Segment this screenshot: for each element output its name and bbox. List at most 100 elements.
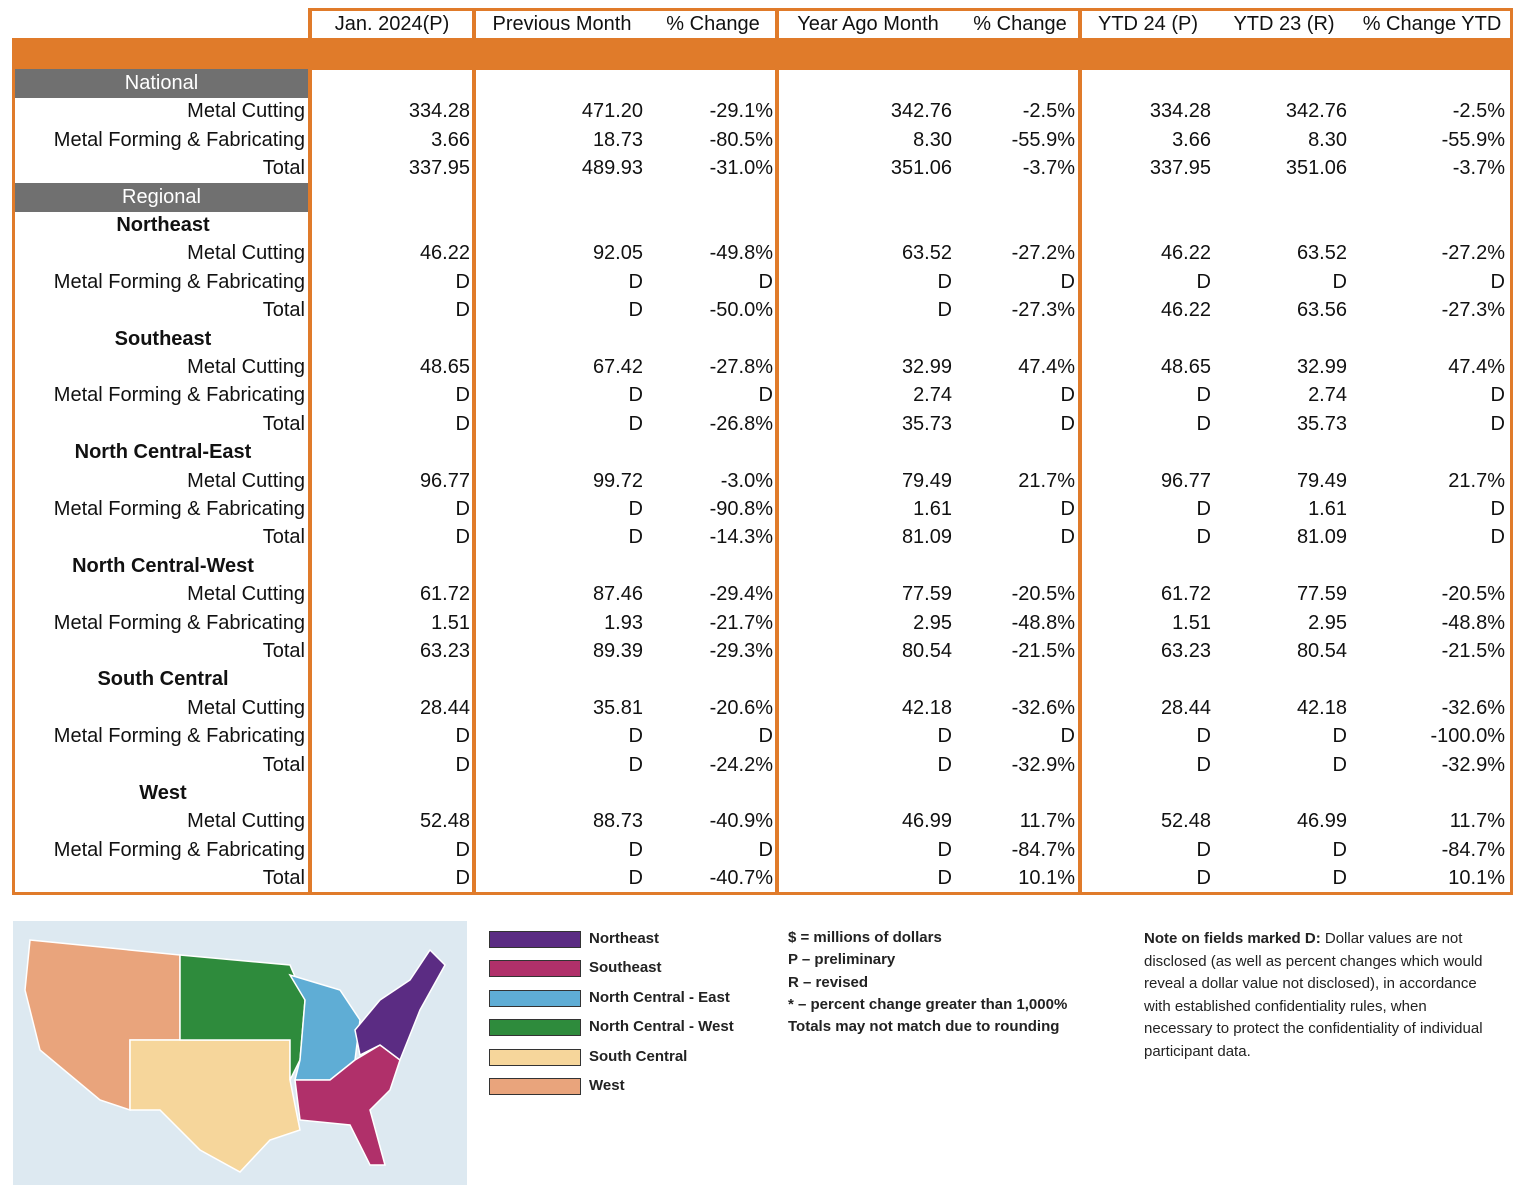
- cell: -84.7%: [1441, 838, 1505, 861]
- row-label: Metal Cutting: [187, 469, 305, 492]
- cell: D: [937, 725, 952, 748]
- cell: D: [1490, 526, 1505, 549]
- cell: -21.5%: [1011, 640, 1075, 662]
- cell: 80.54: [901, 640, 952, 662]
- cell: D: [1196, 270, 1211, 293]
- cell: D: [1490, 498, 1505, 520]
- cell: 87.46: [592, 583, 643, 606]
- cell: -20.5%: [1011, 583, 1075, 606]
- row-label: Metal Cutting: [187, 242, 305, 265]
- cell: D: [1490, 384, 1505, 407]
- cell: 11.7%: [1449, 810, 1505, 833]
- cell: D: [628, 725, 643, 748]
- row-label: Total: [262, 157, 305, 180]
- cell: 337.95: [408, 157, 470, 180]
- cell: 52.48: [419, 810, 470, 833]
- cell: 489.93: [581, 157, 643, 180]
- cell: -3.7%: [1452, 157, 1505, 180]
- cell: D: [628, 270, 643, 293]
- cell: 79.49: [901, 469, 952, 492]
- cell: D: [1196, 725, 1211, 748]
- row-label: Metal Forming & Fabricating: [53, 128, 305, 151]
- orange-band: [12, 38, 1512, 70]
- cell: 61.72: [1160, 583, 1211, 606]
- cell: D: [937, 299, 952, 322]
- cell: -40.9%: [709, 810, 773, 833]
- cell: -27.8%: [709, 356, 773, 378]
- cell: 47.4%: [1448, 356, 1505, 378]
- border: [775, 8, 779, 895]
- cell: D: [1060, 384, 1075, 407]
- cell: -55.9%: [1011, 128, 1075, 151]
- cell: 3.66: [1172, 128, 1211, 151]
- legend-swatch: [489, 931, 581, 948]
- cell: 47.4%: [1018, 356, 1075, 378]
- cell: -14.3%: [709, 526, 773, 549]
- column-header: YTD 23 (R): [1233, 13, 1335, 35]
- row-label: Metal Cutting: [187, 583, 305, 606]
- border: [308, 8, 1513, 11]
- cell: 1.51: [1172, 611, 1211, 634]
- row-label: Metal Forming & Fabricating: [53, 498, 305, 520]
- cell: 1.51: [431, 611, 470, 634]
- row-label: Metal Cutting: [187, 100, 305, 123]
- column-header: YTD 24 (P): [1097, 13, 1199, 35]
- cell: D: [1060, 526, 1075, 549]
- cell: D: [1196, 412, 1211, 435]
- cell: 61.72: [419, 583, 470, 606]
- cell: D: [1060, 270, 1075, 293]
- cell: 81.09: [1296, 526, 1347, 549]
- row-label: Metal Forming & Fabricating: [53, 838, 305, 861]
- cell: 28.44: [1160, 696, 1211, 719]
- cell: 351.06: [890, 157, 952, 180]
- cell: 88.73: [592, 810, 643, 833]
- cell: -84.7%: [1011, 838, 1075, 861]
- cell: 92.05: [592, 242, 643, 265]
- legend-label: West: [589, 1077, 625, 1094]
- section-header: Regional: [15, 182, 308, 212]
- cell: -32.9%: [1441, 753, 1505, 776]
- cell: 63.23: [419, 640, 470, 662]
- row-label: Metal Forming & Fabricating: [53, 725, 305, 748]
- cell: D: [937, 867, 952, 890]
- note: R – revised: [788, 973, 869, 991]
- cell: -26.8%: [709, 412, 773, 435]
- note: Totals may not match due to rounding: [788, 1018, 1060, 1036]
- cell: D: [937, 753, 952, 776]
- cell: 63.52: [1296, 242, 1347, 265]
- region-name: North Central-East: [74, 441, 252, 464]
- legend-label: Southeast: [589, 959, 662, 977]
- cell: 79.49: [1296, 469, 1347, 492]
- cell: D: [628, 384, 643, 407]
- cell: -29.3%: [709, 640, 773, 662]
- us-map: [13, 921, 467, 1185]
- cell: D: [455, 384, 470, 407]
- cell: 10.1%: [1018, 867, 1075, 890]
- cell: D: [628, 867, 643, 890]
- cell: 35.81: [592, 696, 643, 719]
- cell: 63.23: [1160, 640, 1211, 662]
- cell: -29.4%: [709, 583, 773, 606]
- cell: D: [758, 725, 773, 748]
- cell: D: [1196, 753, 1211, 776]
- cell: 63.56: [1296, 299, 1347, 322]
- cell: -24.2%: [709, 753, 773, 776]
- cell: D: [1332, 867, 1347, 890]
- cell: 342.76: [1285, 100, 1347, 123]
- cell: 89.39: [592, 640, 643, 662]
- row-label: Metal Cutting: [187, 810, 305, 833]
- border: [472, 8, 476, 895]
- cell: D: [1196, 384, 1211, 407]
- border: [1078, 8, 1082, 895]
- border: [308, 8, 312, 895]
- cell: 46.99: [1296, 810, 1347, 833]
- region-name: Northeast: [116, 214, 210, 236]
- cell: 28.44: [419, 696, 470, 719]
- cell: D: [455, 412, 470, 435]
- cell: 46.22: [1160, 299, 1211, 322]
- cell: 2.74: [1308, 384, 1347, 407]
- note-d-text: Dollar values are not disclosed (as well…: [1144, 930, 1483, 1060]
- cell: -100.0%: [1430, 725, 1506, 748]
- cell: D: [455, 299, 470, 322]
